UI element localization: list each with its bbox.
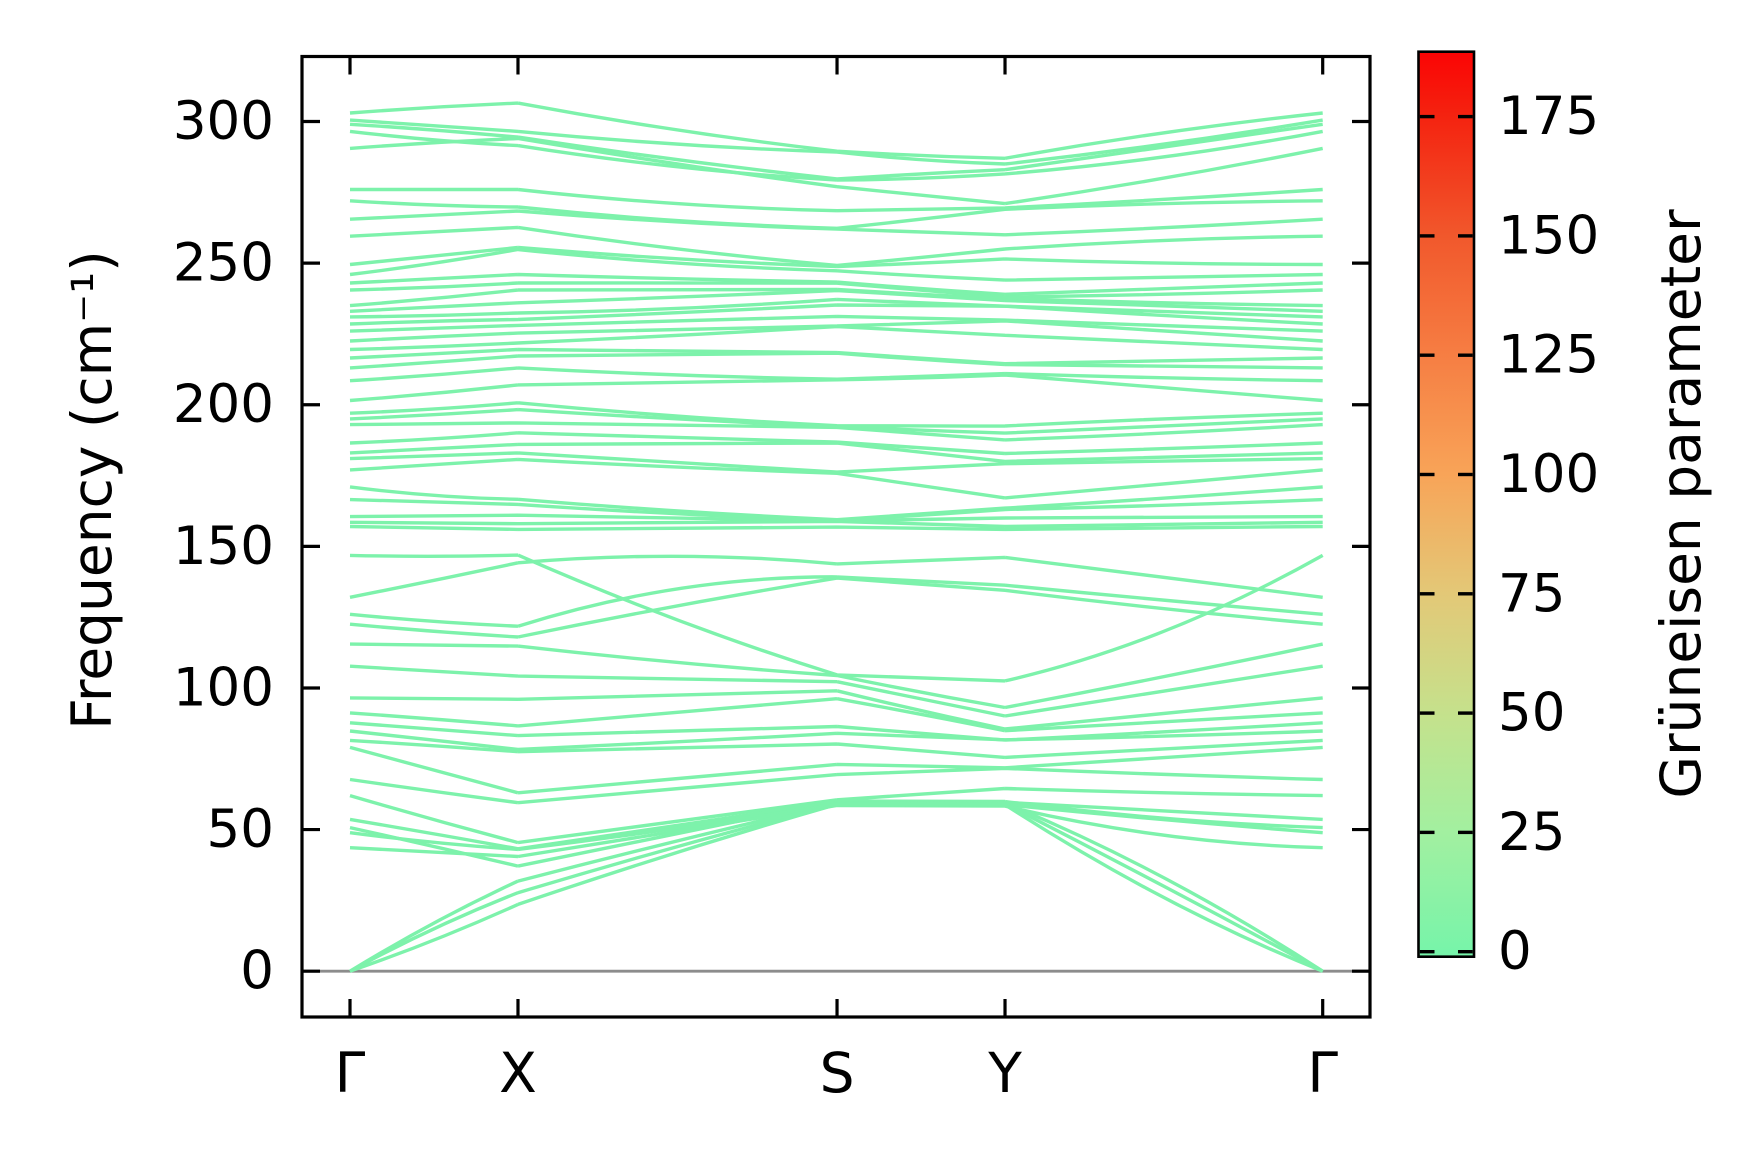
band-line (349, 485, 1323, 522)
colorbar-ticks (1419, 114, 1473, 954)
phonon-bands (349, 101, 1324, 973)
band-line (349, 519, 1323, 529)
band-line (349, 689, 1323, 731)
band-line (349, 297, 1323, 319)
colorbar-gradient (1418, 51, 1474, 957)
band-line (349, 314, 1323, 333)
band-line (349, 421, 1323, 442)
band-line (349, 729, 1323, 752)
y-tick-label: 100 (173, 657, 274, 718)
x-tick-label: Γ (335, 1041, 366, 1105)
band-line (349, 576, 1323, 639)
band-line (349, 245, 1323, 269)
band-line (349, 122, 1323, 181)
band-line (349, 721, 1323, 742)
colorbar-label: Grüneisen parameter (1649, 209, 1713, 799)
band-line (349, 554, 1323, 599)
axis-ticks (302, 56, 1370, 1017)
band-line (349, 303, 1323, 326)
band-line (349, 136, 1324, 206)
band-line (349, 347, 1323, 366)
band-line (349, 697, 1323, 733)
band-line (349, 366, 1323, 383)
band-line (349, 664, 1323, 718)
band-line (349, 101, 1323, 160)
plot-frame (300, 54, 1372, 1019)
band-line (349, 786, 1323, 845)
band-line (349, 247, 1323, 282)
y-tick-label: 200 (173, 374, 274, 435)
band-line (349, 451, 1323, 474)
y-tick-label: 250 (173, 233, 274, 294)
x-tick-label: X (499, 1041, 537, 1105)
colorbar-tick-label: 25 (1498, 802, 1565, 863)
colorbar-tick-label: 125 (1498, 325, 1599, 386)
band-line (349, 407, 1323, 435)
band-line (349, 118, 1323, 166)
band-line (349, 324, 1323, 352)
band-line (349, 802, 1324, 973)
band-line (349, 745, 1323, 795)
band-line (349, 524, 1323, 532)
band-line (349, 800, 1323, 851)
band-line (349, 642, 1324, 710)
band-line (349, 766, 1323, 805)
band-line (349, 187, 1323, 213)
band-line (349, 801, 1324, 973)
band-line (349, 373, 1323, 403)
band-line (349, 431, 1323, 456)
band-line (349, 553, 1324, 683)
colorbar-tick-label: 50 (1498, 683, 1565, 744)
band-line (349, 799, 1323, 868)
band-line (349, 287, 1323, 308)
y-tick-label: 300 (173, 91, 274, 152)
band-line (349, 497, 1323, 522)
x-tick-label: S (820, 1041, 855, 1105)
colorbar-tick-label: 150 (1498, 205, 1599, 266)
band-line (349, 575, 1323, 628)
band-line (349, 801, 1324, 973)
band-line (349, 803, 1323, 859)
colorbar-tick-label: 100 (1498, 444, 1599, 505)
y-tick-label: 0 (240, 941, 274, 1002)
y-tick-label: 150 (173, 516, 274, 577)
band-line (349, 288, 1323, 313)
band-line (349, 513, 1323, 523)
band-line (349, 802, 1323, 852)
band-line (349, 272, 1323, 296)
band-line (349, 319, 1323, 343)
band-line (349, 129, 1324, 182)
y-axis-label: Frequency (cm⁻¹) (60, 250, 124, 730)
y-tick-label: 50 (207, 799, 274, 860)
band-line (349, 401, 1323, 428)
colorbar-outline (1417, 50, 1476, 959)
x-tick-label: Γ (1307, 1041, 1338, 1105)
band-line (349, 225, 1323, 268)
band-line (349, 281, 1323, 299)
band-line (349, 738, 1323, 760)
colorbar-tick-label: 0 (1498, 921, 1532, 982)
band-line (349, 457, 1323, 500)
x-tick-label: Y (987, 1041, 1022, 1105)
band-line (349, 199, 1323, 230)
colorbar-tick-label: 175 (1498, 86, 1599, 147)
band-line (349, 441, 1323, 464)
band-line (349, 209, 1323, 237)
colorbar-tick-label: 75 (1498, 563, 1565, 624)
band-line (349, 351, 1323, 370)
